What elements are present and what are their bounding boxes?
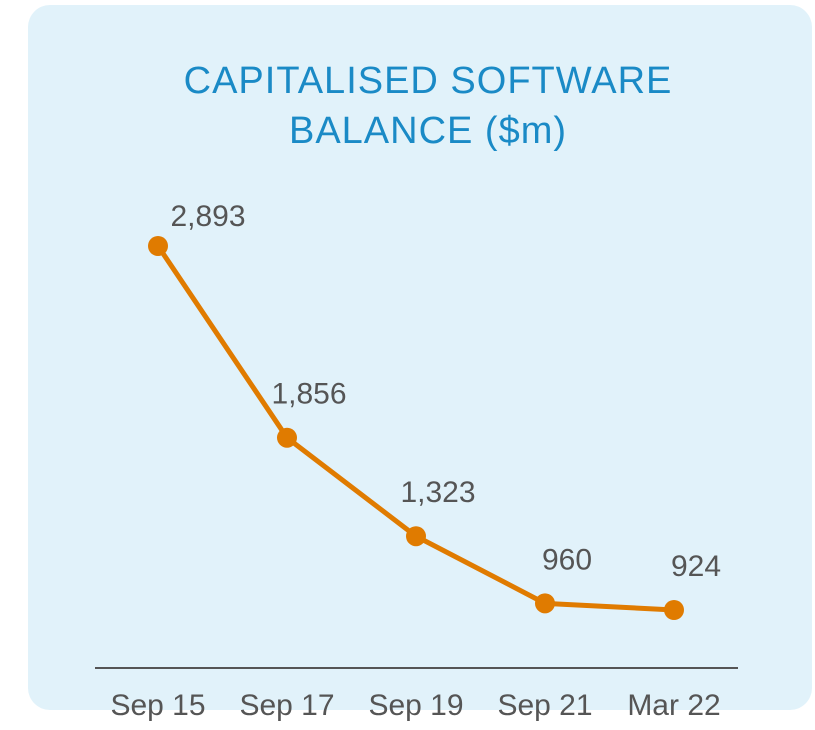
- data-label: 924: [671, 550, 721, 583]
- data-point: [406, 526, 426, 547]
- data-label: 960: [542, 543, 592, 576]
- chart-title: CAPITALISED SOFTWARE BALANCE ($m): [183, 60, 673, 152]
- data-label: 2,893: [170, 200, 245, 233]
- data-line: [155, 244, 675, 613]
- x-tick-label: Sep 19: [368, 689, 463, 722]
- data-label: 1,856: [271, 378, 346, 411]
- data-label: 1,323: [400, 476, 475, 509]
- data-point: [535, 593, 555, 614]
- x-tick-label: Sep 17: [239, 689, 334, 722]
- x-tick-label: Mar 22: [627, 689, 720, 722]
- chart-card: [28, 5, 812, 710]
- x-tick-label: Sep 21: [497, 689, 592, 722]
- data-point: [148, 236, 168, 256]
- data-point: [277, 427, 297, 448]
- data-point: [664, 600, 684, 620]
- x-tick-label: Sep 15: [110, 689, 205, 722]
